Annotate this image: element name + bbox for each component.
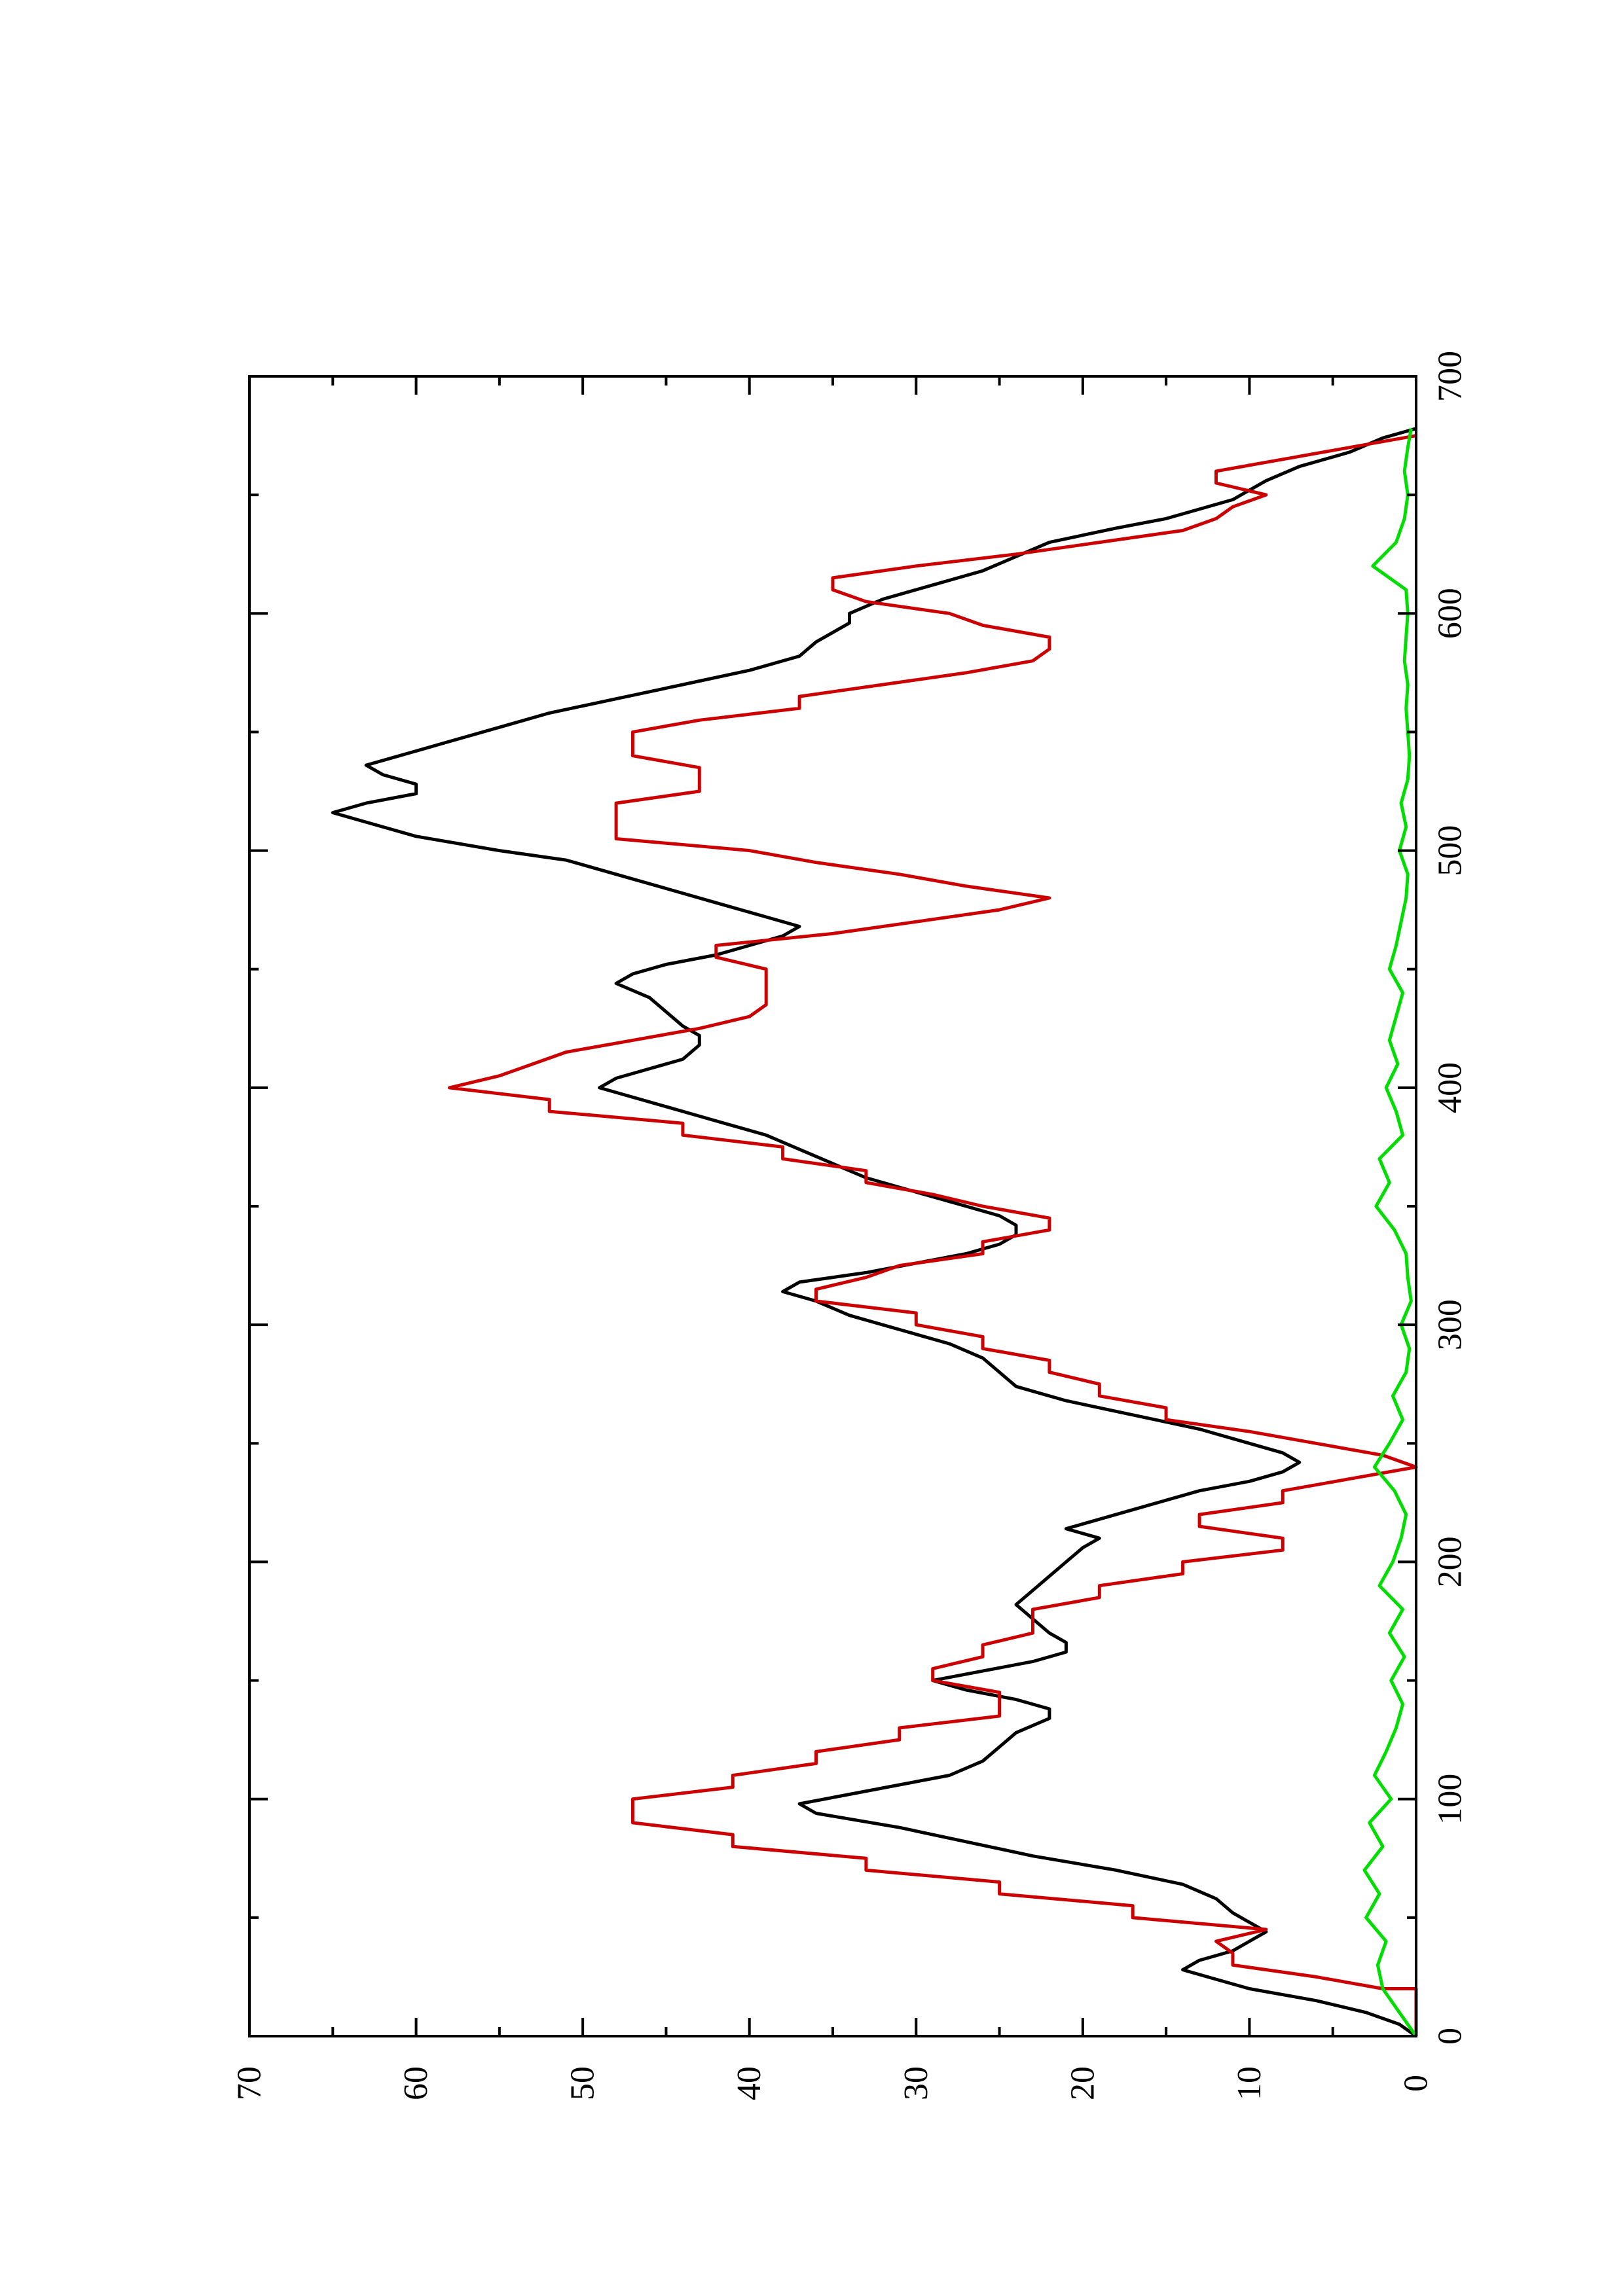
y-tick-label: 0 <box>1398 2075 1435 2092</box>
y-tick-label: 30 <box>898 2066 935 2100</box>
x-tick-label: 400 <box>1432 1062 1469 1113</box>
y-tick-label: 70 <box>231 2066 268 2100</box>
y-tick-label: 50 <box>564 2066 602 2100</box>
x-tick-label: 0 <box>1432 2028 1469 2045</box>
y-tick-label: 60 <box>397 2066 435 2100</box>
series-line-3 <box>1362 428 1418 2037</box>
x-tick-label: 500 <box>1432 825 1469 876</box>
x-tick-label: 700 <box>1432 351 1469 402</box>
series-line-1 <box>331 427 1417 2038</box>
y-tick-label: 40 <box>731 2066 768 2100</box>
x-tick-label: 200 <box>1432 1536 1469 1587</box>
y-tick-label: 20 <box>1064 2066 1101 2100</box>
x-tick-label: 100 <box>1432 1774 1469 1825</box>
y-tick-label: 10 <box>1231 2066 1268 2100</box>
plot-frame <box>248 375 1417 2037</box>
series-layer <box>331 427 1418 2038</box>
series-line-2 <box>448 434 1418 2036</box>
x-tick-label: 600 <box>1432 588 1469 639</box>
x-tick-label: 300 <box>1432 1299 1469 1350</box>
tick-layer <box>248 375 1417 2037</box>
label-layer: 0 100 200 300 400 500 600 700 0 10 20 30 40 50 60 70 <box>231 351 1469 2100</box>
